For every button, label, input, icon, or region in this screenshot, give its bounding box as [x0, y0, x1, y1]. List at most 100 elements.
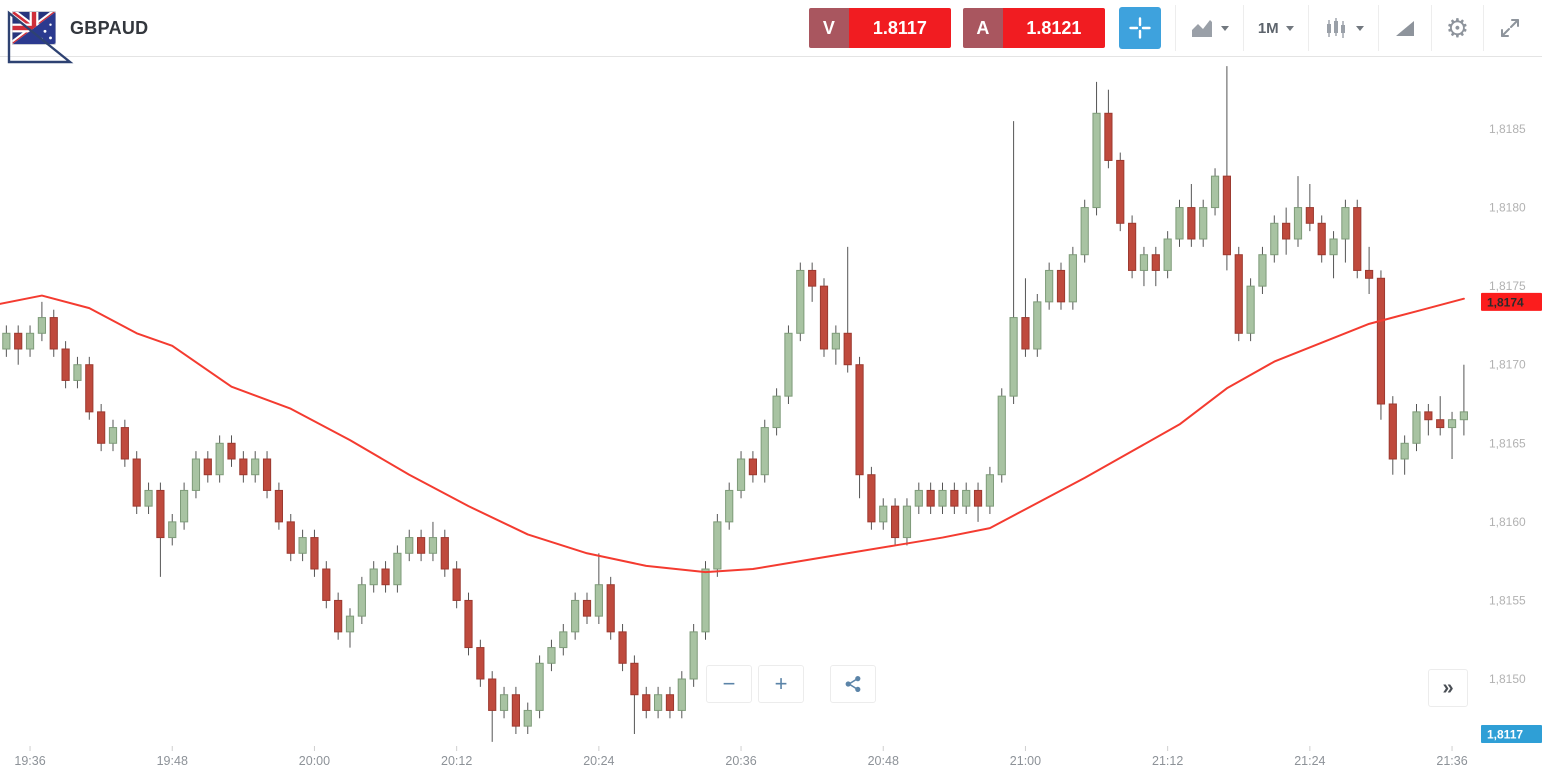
candle: [547, 647, 556, 664]
fullscreen-button[interactable]: [1486, 10, 1534, 46]
candle: [843, 332, 852, 366]
settings-button[interactable]: ⚙: [1434, 9, 1481, 47]
candle: [950, 489, 959, 507]
candle: [819, 285, 829, 350]
crosshair-button[interactable]: [1118, 7, 1161, 49]
divider: [1377, 5, 1379, 51]
candle: [891, 505, 900, 539]
time-axis-label: 21:36: [1436, 754, 1467, 768]
panel-toggle-button[interactable]: »: [1428, 669, 1468, 707]
price-axis-label: 1,8155: [1489, 593, 1526, 607]
time-axis-label: 20:48: [868, 754, 899, 768]
sell-price: 1.8117: [848, 8, 951, 48]
candle: [417, 537, 426, 554]
candle: [73, 364, 82, 381]
chevron-down-icon: [1285, 25, 1294, 31]
divider: [1430, 5, 1432, 51]
candle: [499, 694, 509, 711]
time-axis-label: 21:12: [1152, 754, 1183, 768]
price-axis-label: 1,8185: [1489, 122, 1526, 136]
candle: [428, 537, 438, 554]
candle: [381, 568, 390, 586]
candle: [831, 332, 840, 350]
candlestick-chart[interactable]: 1,8185 1,8180 1,8175 1,8170 1,8165 1,8160 1,81…: [0, 57, 1542, 781]
candlestick-bars-icon: [1326, 18, 1345, 38]
time-axis-label: 19:48: [157, 754, 188, 768]
chart-type-button[interactable]: [1178, 11, 1241, 45]
chevron-down-icon: [1220, 25, 1229, 31]
candle: [725, 489, 734, 523]
candle: [1033, 301, 1042, 350]
candle: [1045, 269, 1054, 303]
candle: [1293, 207, 1303, 240]
candle: [582, 599, 592, 617]
candle: [594, 584, 603, 617]
candle: [85, 364, 94, 413]
zoom-in-button[interactable]: +: [758, 665, 804, 703]
price-axis-label: 1,8165: [1489, 436, 1526, 450]
candle: [1447, 419, 1457, 429]
share-button[interactable]: [830, 665, 876, 703]
time-axis-label: 21:00: [1010, 754, 1041, 768]
candle: [1270, 222, 1279, 256]
candle: [962, 489, 971, 507]
time-axis-label: 20:36: [725, 754, 756, 768]
candle: [440, 537, 449, 570]
candle: [796, 269, 805, 334]
candle: [298, 537, 307, 554]
candle: [334, 599, 343, 633]
candle: [108, 427, 118, 444]
price-axis-label: 1,8180: [1489, 201, 1526, 215]
candle: [345, 615, 355, 633]
candle: [1329, 238, 1338, 256]
candle: [1092, 112, 1101, 209]
candle: [736, 458, 746, 491]
share-icon: [845, 676, 861, 692]
candle: [156, 489, 165, 539]
candle: [1151, 254, 1160, 271]
candle: [689, 631, 698, 680]
signals-icon: [1395, 21, 1414, 36]
candle: [571, 599, 580, 633]
candle: [227, 442, 236, 460]
sell-button[interactable]: V 1.8117: [808, 8, 951, 48]
timeframe-button[interactable]: 1M: [1246, 14, 1306, 43]
candle: [1436, 419, 1445, 429]
candle: [677, 678, 686, 711]
candle: [1412, 411, 1421, 444]
candle: [1021, 317, 1030, 350]
candle: [701, 568, 710, 633]
candle: [168, 521, 177, 539]
zoom-out-button[interactable]: −: [706, 665, 752, 703]
divider: [1242, 5, 1244, 51]
signals-button[interactable]: [1381, 11, 1429, 45]
candle: [215, 442, 224, 476]
candle: [120, 427, 129, 460]
candle: [926, 489, 935, 507]
moving-average-line: [0, 294, 1465, 574]
indicators-button[interactable]: [1311, 10, 1376, 46]
price-axis-label: 1,8175: [1489, 279, 1526, 293]
header: GBPAUD V 1.8117 A 1.8121 1M: [0, 0, 1542, 57]
candle: [1116, 159, 1125, 224]
candle: [535, 662, 544, 711]
candle: [997, 395, 1006, 476]
candle: [274, 489, 283, 523]
candle: [559, 631, 568, 649]
candle: [760, 427, 769, 476]
candle: [2, 332, 11, 350]
candle: [1234, 254, 1243, 334]
candle: [1282, 222, 1291, 240]
candle: [488, 678, 497, 711]
candle: [618, 631, 627, 664]
candle: [239, 458, 248, 476]
candle: [132, 458, 141, 507]
candle: [1459, 411, 1469, 421]
candle: [191, 458, 201, 491]
candle: [902, 505, 912, 539]
candle: [1128, 222, 1137, 271]
candle: [1222, 175, 1232, 256]
candle: [180, 489, 189, 523]
candle: [476, 647, 485, 680]
buy-button[interactable]: A 1.8121: [962, 8, 1105, 48]
